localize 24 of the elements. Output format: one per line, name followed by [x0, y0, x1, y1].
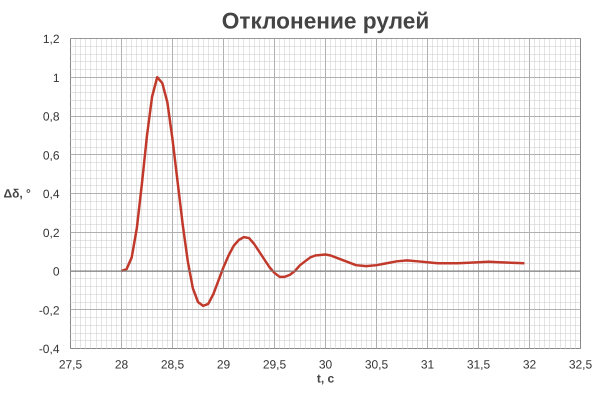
y-tick-label: 0,2 [42, 226, 60, 240]
x-tick-label: 28 [114, 358, 128, 372]
x-tick-label: 29,5 [262, 358, 287, 372]
x-tick-label: 27,5 [58, 358, 83, 372]
chart-title: Отклонение рулей [222, 8, 430, 34]
x-tick-label: 30 [318, 358, 332, 372]
y-tick-label: 1 [52, 70, 60, 85]
x-tick-label: 31,5 [466, 358, 491, 372]
y-axis-title: Δδ, ° [3, 186, 32, 200]
y-tick-label: -0,2 [38, 303, 60, 318]
x-tick-label: 28,5 [160, 358, 185, 372]
x-tick-label: 32,5 [568, 358, 593, 372]
x-tick-label: 30,5 [364, 358, 389, 372]
y-tick-label: 0 [52, 264, 60, 278]
y-tick-label: -0,4 [38, 342, 60, 356]
y-tick-label: 0,8 [42, 110, 60, 124]
line-series [120, 76, 526, 308]
x-tick-label: 29 [216, 358, 230, 372]
x-tick-label: 31 [420, 358, 434, 372]
y-tick-label: 0,4 [42, 187, 60, 201]
x-tick-label: 32 [522, 358, 536, 372]
y-tick-label: 0,6 [42, 148, 60, 162]
x-axis-title: t, с [316, 372, 334, 386]
y-tick-label: 1,2 [42, 32, 60, 46]
